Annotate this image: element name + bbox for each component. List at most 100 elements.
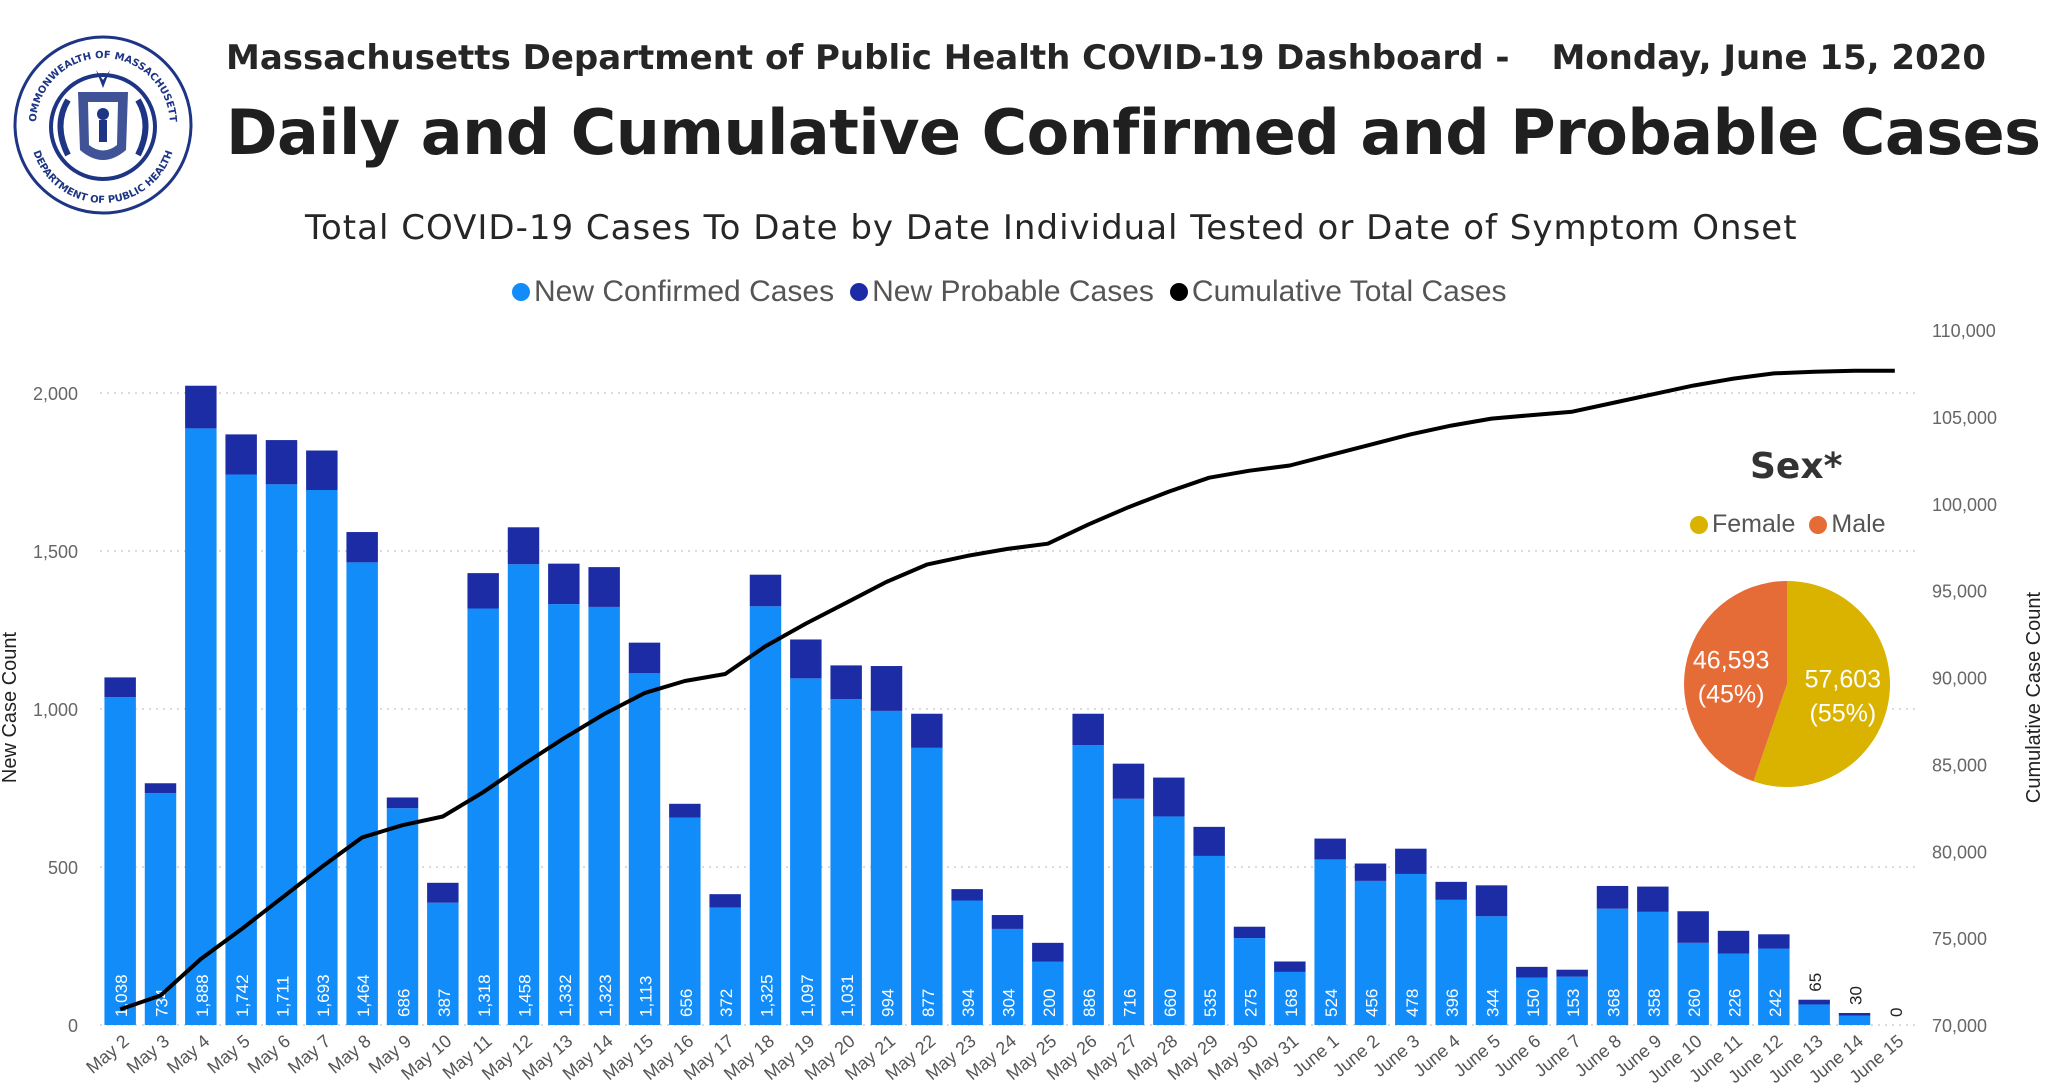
bar-probable bbox=[870, 666, 903, 711]
cumulative-line bbox=[119, 368, 1895, 1012]
pie-legend-male-dot bbox=[1809, 515, 1828, 534]
bar-probable bbox=[709, 894, 741, 908]
y2-tick-label: 110,000 bbox=[1932, 321, 1996, 341]
y2-tick-label: 70,000 bbox=[1932, 1016, 1987, 1036]
chart-title: Total COVID-19 Cases To Date by Date Ind… bbox=[305, 208, 1798, 248]
bar-probable bbox=[265, 440, 298, 485]
bar-value-label: 524 bbox=[1322, 989, 1341, 1017]
bar-confirmed bbox=[709, 907, 741, 1025]
bar-value-label: 396 bbox=[1443, 989, 1462, 1017]
pie-legend-male: Male bbox=[1809, 510, 1886, 539]
bar-confirmed bbox=[1758, 948, 1790, 1025]
bar-value-label: 1,323 bbox=[596, 974, 615, 1017]
bar-value-label: 1,318 bbox=[475, 974, 494, 1017]
bar-probable bbox=[830, 665, 862, 700]
pie-pct-label: (55%) bbox=[1810, 699, 1877, 727]
x-tick-label: May 8 bbox=[324, 1031, 374, 1078]
bar-value-label: 1,458 bbox=[516, 974, 535, 1017]
pie-slice-male bbox=[1683, 581, 1787, 782]
bar-value-label: 877 bbox=[919, 989, 938, 1017]
bar-probable bbox=[1435, 881, 1467, 900]
legend-probable-dot bbox=[850, 283, 869, 301]
bar-value-label: 1,325 bbox=[758, 974, 777, 1017]
bar-confirmed bbox=[790, 678, 822, 1025]
bar-confirmed bbox=[467, 608, 499, 1025]
bar-value-label: 372 bbox=[717, 989, 736, 1017]
bar-value-label: 368 bbox=[1605, 989, 1624, 1017]
y2-tick-label: 80,000 bbox=[1932, 842, 1987, 862]
bar-confirmed bbox=[1435, 899, 1467, 1025]
bar-confirmed bbox=[1233, 938, 1266, 1025]
bar-confirmed bbox=[1838, 1015, 1871, 1025]
bar-value-label: 656 bbox=[677, 989, 696, 1017]
bar-confirmed bbox=[1354, 880, 1387, 1025]
bar-confirmed bbox=[669, 817, 701, 1025]
bar-probable bbox=[1112, 763, 1145, 799]
bar-value-label: 344 bbox=[1484, 989, 1503, 1017]
bar-value-label: 226 bbox=[1726, 989, 1745, 1017]
bar-confirmed bbox=[1475, 916, 1508, 1025]
bar-value-label: 65 bbox=[1806, 973, 1825, 992]
bar-confirmed bbox=[1798, 1004, 1830, 1025]
bar-confirmed bbox=[1516, 977, 1548, 1025]
bar-probable bbox=[1677, 911, 1709, 943]
y-tick-label: 2,000 bbox=[33, 384, 78, 404]
bar-confirmed bbox=[1637, 911, 1669, 1025]
bar-probable bbox=[427, 882, 459, 903]
bar-probable bbox=[1516, 966, 1548, 978]
bar-probable bbox=[1758, 934, 1790, 949]
bar-value-label: 304 bbox=[1000, 989, 1019, 1017]
x-tick-label: May 4 bbox=[163, 1031, 213, 1078]
page-title: Daily and Cumulative Confirmed and Proba… bbox=[226, 96, 2041, 169]
bar-probable bbox=[507, 527, 540, 565]
bar-probable bbox=[911, 713, 943, 748]
bar-confirmed bbox=[1717, 953, 1750, 1025]
pie-pct-label: (45%) bbox=[1698, 681, 1765, 709]
bar-value-label: 456 bbox=[1363, 989, 1382, 1017]
bar-value-label: 716 bbox=[1121, 989, 1140, 1017]
x-tick-label: May 6 bbox=[244, 1031, 294, 1078]
bar-confirmed bbox=[1153, 816, 1185, 1025]
legend-cumulative-dot bbox=[1169, 283, 1188, 301]
y2-tick-label: 90,000 bbox=[1932, 669, 1987, 689]
pie-legend-male-label: Male bbox=[1831, 510, 1886, 538]
y2-tick-label: 95,000 bbox=[1932, 582, 1987, 602]
bar-probable bbox=[1233, 926, 1266, 939]
bar-confirmed bbox=[386, 808, 419, 1025]
bar-value-label: 1,332 bbox=[556, 974, 575, 1017]
bar-probable bbox=[104, 677, 136, 697]
bar-confirmed bbox=[104, 696, 136, 1025]
bar-confirmed bbox=[427, 902, 459, 1025]
legend-confirmed-label: New Confirmed Cases bbox=[534, 275, 835, 308]
legend-confirmed-dot bbox=[512, 283, 530, 301]
bar-confirmed bbox=[507, 564, 540, 1025]
bar-probable bbox=[1798, 999, 1830, 1005]
bar-probable bbox=[1395, 848, 1427, 874]
chart-legend: New Confirmed Cases New Probable Cases C… bbox=[512, 275, 1507, 309]
bar-value-label: 1,113 bbox=[637, 976, 656, 1017]
bar-probable bbox=[951, 889, 983, 901]
x-tick-label: May 2 bbox=[82, 1031, 132, 1078]
bar-confirmed bbox=[870, 710, 903, 1025]
bar-confirmed bbox=[265, 484, 298, 1026]
y2-tick-label: 100,000 bbox=[1932, 495, 1997, 515]
bar-value-label: 242 bbox=[1766, 989, 1785, 1017]
y-tick-label: 500 bbox=[48, 858, 78, 878]
bar-confirmed bbox=[951, 900, 983, 1025]
y-tick-label: 1,000 bbox=[33, 700, 78, 720]
bar-value-label: 660 bbox=[1161, 989, 1180, 1017]
legend-item-probable: New Probable Cases bbox=[850, 275, 1154, 309]
bar-confirmed bbox=[185, 428, 217, 1026]
bar-confirmed bbox=[1193, 855, 1225, 1025]
y-tick-label: 1,500 bbox=[33, 542, 78, 562]
bar-probable bbox=[185, 385, 217, 429]
bar-probable bbox=[790, 639, 822, 679]
bar-confirmed bbox=[991, 928, 1024, 1025]
bar-probable bbox=[467, 573, 499, 609]
bar-probable bbox=[548, 563, 580, 605]
y2-tick-label: 105,000 bbox=[1932, 408, 1997, 428]
pie-title: Sex* bbox=[1750, 446, 1843, 487]
bar-value-label: 0 bbox=[1887, 1008, 1906, 1017]
bar-value-label: 153 bbox=[1564, 989, 1583, 1017]
